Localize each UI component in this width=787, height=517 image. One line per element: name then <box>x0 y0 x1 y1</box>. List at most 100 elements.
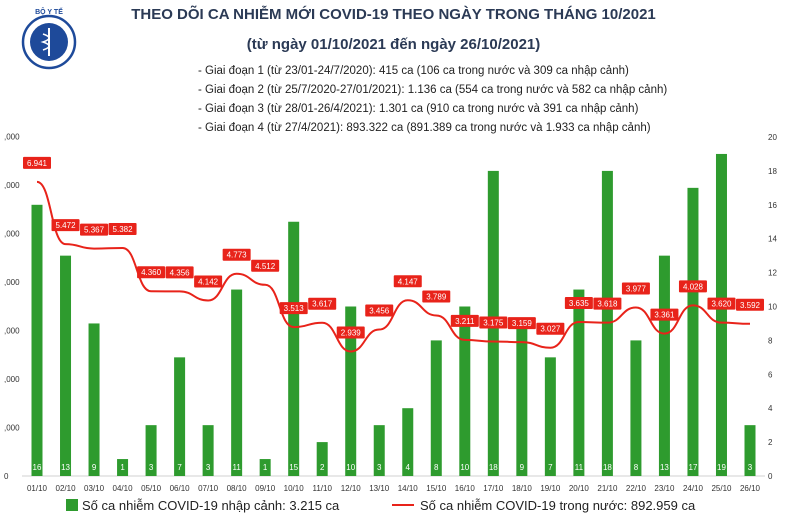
right-axis-tick: 2 <box>768 438 773 447</box>
bar-data-label: 3 <box>206 463 211 472</box>
line-swatch-icon <box>392 504 414 506</box>
bar <box>459 306 471 476</box>
bar <box>345 306 357 476</box>
bar <box>117 459 129 476</box>
line-label-bg <box>564 296 593 309</box>
x-tick-label: 09/10 <box>255 484 276 493</box>
bar-data-label: 9 <box>92 463 97 472</box>
line-label-bg <box>422 290 451 303</box>
bar-data-label: 10 <box>460 463 469 472</box>
line-data-label: 3.617 <box>312 300 333 309</box>
bar-data-label: 7 <box>548 463 553 472</box>
bar-data-label: 11 <box>232 463 241 472</box>
line-label-bg <box>108 222 137 235</box>
bar <box>687 187 699 476</box>
legend-item-line: Số ca nhiễm COVID-19 trong nước: 892.959… <box>392 498 695 513</box>
x-tick-label: 07/10 <box>198 484 219 493</box>
x-tick-label: 01/10 <box>27 484 48 493</box>
line-label-bg <box>251 259 280 272</box>
x-tick-label: 16/10 <box>455 484 476 493</box>
right-axis-tick: 0 <box>768 472 773 481</box>
bar-data-label: 13 <box>660 463 669 472</box>
bar <box>744 425 756 476</box>
line-label-bg <box>479 316 508 329</box>
bar <box>259 459 271 476</box>
line-data-label: 4.028 <box>683 282 704 291</box>
left-axis-tick: ,000 <box>4 181 20 190</box>
line-label-bg <box>308 297 337 310</box>
logo-text: BỘ Y TẾ <box>35 6 63 16</box>
x-tick-label: 10/10 <box>284 484 305 493</box>
bar-data-label: 3 <box>149 463 154 472</box>
line-label-bg <box>707 297 736 310</box>
bar-data-label: 18 <box>603 463 612 472</box>
bar-data-label: 18 <box>489 463 498 472</box>
left-axis-tick: ,000 <box>4 375 20 384</box>
bar-data-label: 11 <box>575 463 584 472</box>
line-label-bg <box>222 248 251 261</box>
x-tick-label: 02/10 <box>56 484 77 493</box>
line-data-label: 5.367 <box>84 226 105 235</box>
line-label-bg <box>507 317 536 330</box>
bar-data-label: 1 <box>263 463 268 472</box>
phase-line-1: - Giai đoạn 1 (từ 23/01-24/7/2020): 415 … <box>198 65 629 77</box>
x-tick-label: 05/10 <box>141 484 162 493</box>
x-tick-label: 23/10 <box>654 484 675 493</box>
phase-summary: - Giai đoạn 1 (từ 23/01-24/7/2020): 415 … <box>198 62 667 138</box>
line-label-bg <box>621 282 650 295</box>
line-label-bg <box>80 223 109 236</box>
bar-data-label: 10 <box>346 463 355 472</box>
x-tick-label: 08/10 <box>227 484 248 493</box>
line-label-bg <box>165 266 194 279</box>
x-tick-label: 19/10 <box>540 484 561 493</box>
x-tick-label: 14/10 <box>398 484 419 493</box>
x-tick-label: 21/10 <box>597 484 618 493</box>
bar-data-label: 4 <box>406 463 411 472</box>
right-axis-tick: 16 <box>768 201 777 210</box>
line-data-label: 2.939 <box>341 328 362 337</box>
line-label-bg <box>593 297 622 310</box>
bar <box>630 340 642 476</box>
x-tick-label: 24/10 <box>683 484 704 493</box>
right-axis-tick: 8 <box>768 336 773 345</box>
line-label-bg <box>336 326 365 339</box>
bar <box>88 323 100 476</box>
line-data-label: 4.142 <box>198 277 219 286</box>
left-axis-tick: ,000 <box>4 230 20 239</box>
line-label-bg <box>736 298 764 311</box>
phase-line-2: - Giai đoạn 2 (từ 25/7/2020-27/01/2021):… <box>198 84 668 96</box>
right-axis-tick: 10 <box>768 303 777 312</box>
bar-data-label: 2 <box>320 463 325 472</box>
line-data-label: 3.027 <box>540 325 561 334</box>
bar <box>544 357 556 476</box>
chart-title: THEO DÕI CA NHIỄM MỚI COVID-19 THEO NGÀY… <box>131 6 656 23</box>
line-label-bg <box>51 219 80 232</box>
bar <box>288 221 300 476</box>
bar-data-label: 16 <box>33 463 42 472</box>
bar <box>231 289 243 476</box>
bar-data-label: 19 <box>717 463 726 472</box>
bar <box>145 425 157 476</box>
line-data-label: 3.620 <box>711 300 732 309</box>
line-label-bg <box>365 304 394 317</box>
bar <box>516 323 528 476</box>
line-data-label: 4.512 <box>255 262 276 271</box>
series-line-domestic <box>36 180 751 353</box>
chart-subtitle: (từ ngày 01/10/2021 đến ngày 26/10/2021) <box>246 36 541 53</box>
bar-data-label: 8 <box>634 463 639 472</box>
x-tick-label: 04/10 <box>113 484 134 493</box>
legend-line-label: Số ca nhiễm COVID-19 trong nước: 892.959… <box>420 498 696 513</box>
bar <box>573 289 585 476</box>
line-label-bg <box>450 314 479 327</box>
bar-swatch-icon <box>66 499 78 511</box>
line-data-label: 4.360 <box>141 268 162 277</box>
line-data-label: 3.977 <box>626 284 647 293</box>
line-data-label: 3.211 <box>455 317 475 326</box>
x-tick-label: 20/10 <box>569 484 590 493</box>
line-data-label: 4.773 <box>227 251 248 260</box>
bar <box>373 425 385 476</box>
line-data-label: 3.513 <box>284 304 305 313</box>
bar <box>31 204 43 477</box>
x-tick-label: 11/10 <box>312 484 332 493</box>
